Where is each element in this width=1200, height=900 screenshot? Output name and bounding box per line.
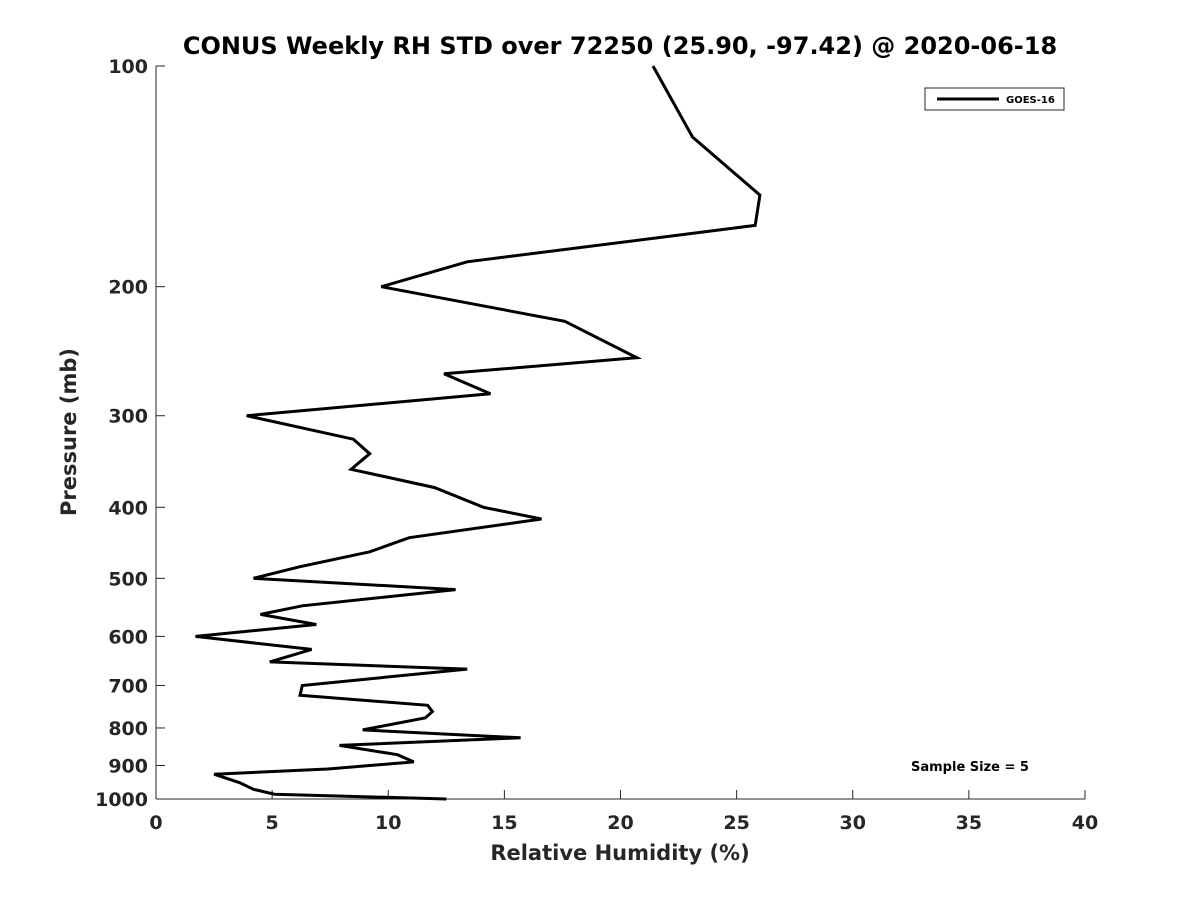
x-tick-label: 15 — [491, 812, 517, 834]
y-tick-label: 600 — [108, 626, 148, 648]
x-tick-label: 0 — [149, 812, 162, 834]
axes — [155, 66, 1085, 800]
legend-label-goes-16: GOES-16 — [1006, 95, 1055, 106]
x-tick-label: 10 — [375, 812, 401, 834]
y-axis-ticks: 100 200 300 400 500 600 700 800 900 1000 — [95, 56, 165, 811]
chart-title: CONUS Weekly RH STD over 72250 (25.90, -… — [183, 32, 1057, 60]
x-tick-label: 5 — [266, 812, 279, 834]
y-tick-label: 1000 — [95, 789, 148, 811]
y-tick-label: 200 — [108, 277, 148, 299]
x-axis-label: Relative Humidity (%) — [490, 841, 749, 865]
x-axis-ticks: 0 5 10 15 20 25 30 35 40 — [149, 790, 1098, 834]
x-tick-label: 40 — [1072, 812, 1098, 834]
y-axis-label: Pressure (mb) — [57, 348, 81, 516]
sample-size-annotation: Sample Size = 5 — [911, 760, 1029, 775]
y-tick-label: 700 — [108, 675, 148, 697]
y-tick-label: 400 — [108, 497, 148, 519]
series-line-goes-16 — [195, 65, 762, 801]
x-tick-label: 35 — [956, 812, 982, 834]
y-tick-label: 900 — [108, 755, 148, 777]
y-tick-label: 500 — [108, 568, 148, 590]
x-tick-label: 25 — [723, 812, 749, 834]
series-group — [195, 65, 762, 801]
y-tick-label: 800 — [108, 718, 148, 740]
x-tick-label: 20 — [607, 812, 633, 834]
x-tick-label: 30 — [840, 812, 866, 834]
y-tick-label: 100 — [108, 56, 148, 78]
legend: GOES-16 — [924, 87, 1065, 111]
y-tick-label: 300 — [108, 406, 148, 428]
